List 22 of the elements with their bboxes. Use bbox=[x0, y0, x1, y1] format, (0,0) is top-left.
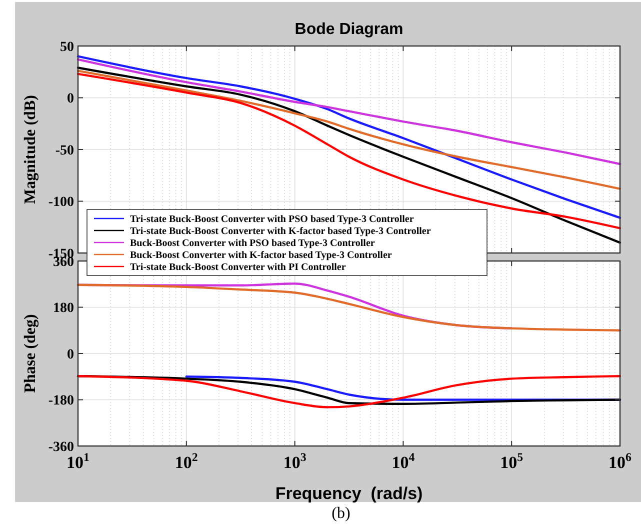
y-tick-label: -180 bbox=[48, 394, 74, 409]
y-tick-label: 180 bbox=[53, 301, 74, 316]
x-tick-label: 10$^{6}$ bbox=[608, 450, 632, 472]
x-tick-label: 10$^{3}$ bbox=[283, 450, 306, 472]
legend-label: Tri-state Buck-Boost Converter with PSO based Type-3 Controller bbox=[130, 214, 414, 226]
y-tick-label: 50 bbox=[60, 40, 74, 55]
x-tick-label: 10$^{2}$ bbox=[174, 450, 198, 472]
text: (b) bbox=[332, 505, 350, 522]
x-tick-label: 10$^{4}$ bbox=[392, 450, 415, 472]
x-axis-title: Frequency (rad/s) bbox=[275, 484, 423, 503]
legend-label: Tri-state Buck-Boost Converter with PI Controller bbox=[130, 262, 346, 274]
legend-label: Buck-Boost Converter with PSO based Type-3 Controller bbox=[130, 238, 376, 250]
y-tick-label: -50 bbox=[55, 143, 74, 158]
y-tick-label: 0 bbox=[67, 92, 74, 107]
legend-label: Tri-state Buck-Boost Converter with K-factor based Type-3 Controller bbox=[130, 226, 432, 238]
x-tick-label: 10$^{5}$ bbox=[500, 450, 524, 472]
y-tick-label: -100 bbox=[48, 195, 74, 210]
y-tick-label: 0 bbox=[67, 347, 74, 362]
legend-label: Buck-Boost Converter with K-factor based Type-3 Controller bbox=[130, 250, 392, 262]
chart-title: Bode Diagram bbox=[294, 21, 404, 38]
y-axis-title: Magnitude (dB) bbox=[22, 95, 39, 204]
y-axis-title: Phase (deg) bbox=[22, 314, 39, 393]
